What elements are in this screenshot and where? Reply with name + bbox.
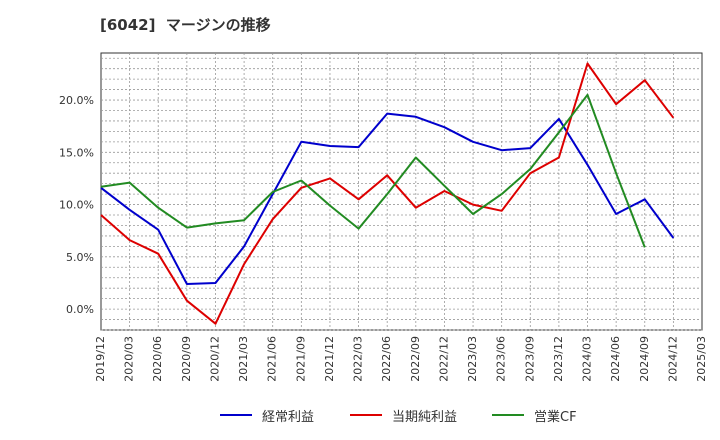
legend-item-eigyo-cf: 営業CF — [492, 402, 577, 428]
legend-swatch-keijo — [220, 414, 252, 416]
y-axis-ticks: 0.0% 5.0% 10.0% 15.0% 20.0% — [59, 94, 94, 316]
series-line-0 — [100, 112, 675, 285]
x-tick-label: 2020/09 — [180, 336, 193, 382]
legend-label-junrieki: 当期純利益 — [392, 409, 458, 425]
chart-title: [6042] マージンの推移 — [100, 16, 271, 34]
series-line-2 — [100, 93, 646, 248]
legend-label-keijo: 経常利益 — [262, 409, 315, 425]
x-tick-label: 2024/09 — [638, 336, 651, 382]
x-tick-label: 2023/06 — [495, 336, 508, 382]
x-tick-label: 2020/06 — [151, 336, 164, 382]
legend-swatch-junrieki — [350, 414, 382, 416]
y-tick-label: 5.0% — [66, 251, 94, 264]
y-tick-label: 0.0% — [66, 303, 94, 316]
x-tick-label: 2020/03 — [123, 336, 136, 382]
x-tick-label: 2019/12 — [94, 336, 107, 382]
x-tick-label: 2024/12 — [666, 336, 679, 382]
x-tick-label: 2023/03 — [466, 336, 479, 382]
x-tick-label: 2025/03 — [695, 336, 708, 382]
y-tick-label: 20.0% — [59, 94, 94, 107]
x-tick-label: 2021/12 — [323, 336, 336, 382]
x-tick-label: 2024/06 — [609, 336, 622, 382]
x-tick-label: 2022/03 — [352, 336, 365, 382]
x-tick-label: 2024/03 — [581, 336, 594, 382]
x-tick-label: 2021/03 — [237, 336, 250, 382]
grid-lines — [101, 53, 702, 331]
x-tick-label: 2021/06 — [266, 336, 279, 382]
x-tick-label: 2020/12 — [208, 336, 221, 382]
legend-item-junrieki: 当期純利益 — [350, 402, 457, 428]
x-tick-label: 2023/09 — [523, 336, 536, 382]
y-tick-label: 10.0% — [59, 199, 94, 212]
x-tick-label: 2021/09 — [294, 336, 307, 382]
series-lines — [100, 62, 675, 325]
legend-item-keijo: 経常利益 — [220, 402, 314, 428]
y-tick-label: 15.0% — [59, 146, 94, 159]
legend-swatch-eigyo-cf — [492, 414, 524, 416]
x-axis-ticks: 2019/12 2020/03 2020/06 2020/09 2020/12 2021/… — [94, 336, 708, 382]
x-tick-label: 2022/12 — [437, 336, 450, 382]
series-line-1 — [100, 62, 675, 325]
x-tick-label: 2023/12 — [552, 336, 565, 382]
x-tick-label: 2022/06 — [380, 336, 393, 382]
legend-label-eigyo-cf: 営業CF — [534, 409, 577, 425]
legend: 経常利益 当期純利益 営業CF — [0, 402, 720, 428]
x-tick-label: 2022/09 — [409, 336, 422, 382]
